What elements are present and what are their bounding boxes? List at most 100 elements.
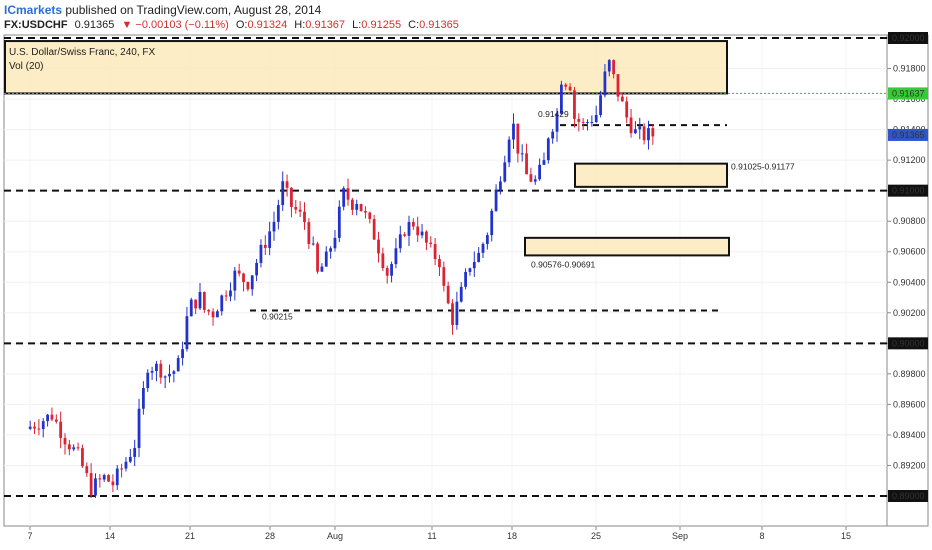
level-price-label: 0.91000 [892,186,925,196]
zone-label: 0.91025-0.91177 [731,162,795,172]
close-label: C: [408,19,420,31]
candle-body [573,90,576,119]
candle-body [290,187,293,207]
x-tick-label: 7 [27,531,32,541]
open-label: O: [235,19,248,31]
candle-body [54,419,58,422]
x-tick-label: 21 [185,531,195,541]
candle-body [516,123,520,154]
candle-body [333,237,337,249]
candle-body [150,371,154,373]
volume-indicator-label[interactable]: Vol (20) [9,61,43,72]
candle-body [394,248,398,265]
candle-body [81,448,84,467]
x-tick-label: Aug [327,531,343,541]
chart-title: U.S. Dollar/Swiss Franc, 240, FX [9,47,155,58]
candle-body [89,473,93,496]
candle-body [359,204,363,212]
candle-body [259,244,263,263]
y-tick-label: 0.90400 [893,277,926,287]
candle-body [647,128,650,141]
zone-label: 0.90576-0.90691 [531,259,596,269]
symbol-label[interactable]: FX:USDCHF [4,19,68,31]
candle-body [638,126,642,130]
candle-body [107,475,110,482]
candle-body [207,309,211,312]
x-tick-label: 15 [841,531,851,541]
x-tick-label: Sep [672,531,688,541]
candle-body [372,219,376,240]
publish-line: ICmarkets published on TradingView.com, … [4,3,321,17]
candle-body [599,95,602,115]
candle-body [350,199,354,210]
candle-body [172,371,176,374]
candle-body [163,376,167,378]
candle-body [285,181,289,188]
candle-body [85,466,89,474]
zone-box [4,40,728,95]
zones [4,40,730,257]
level-price-badge [888,490,928,502]
candle-body [442,267,446,286]
candle-body [59,421,63,438]
candle-body [499,181,502,190]
brand-name[interactable]: ICmarkets [4,3,63,17]
plot-area[interactable] [3,34,888,527]
candle-body [298,209,302,212]
candle-body [612,60,616,75]
candle-body [477,252,481,262]
candle-body [651,128,655,137]
candle-body [525,153,528,175]
candle-body [446,285,450,304]
candle-body [98,478,102,480]
candle-body [155,363,158,372]
candle-body [481,243,485,253]
y-axis-ticks: 0.89000 0.89200 0.89400 0.89600 0.89800 0.900… [887,32,928,502]
level-price-badge [888,184,928,197]
x-tick-label: 14 [105,531,115,541]
candle-body [94,478,97,496]
candle-body [546,138,550,161]
candle-body [416,226,420,236]
candle-body [494,189,498,211]
candle-body [368,212,372,220]
candle-body [316,243,319,272]
x-tick-label: 28 [265,531,275,541]
candle-body [276,205,280,222]
low-label: L: [352,19,362,31]
candle-body [438,259,441,268]
candle-body [33,426,36,429]
low-value: 0.91255 [361,19,402,31]
candle-body [124,461,128,469]
y-tick-label: 0.89400 [893,430,926,440]
candle-body [472,261,476,269]
candle-body [320,266,324,272]
candle-body [37,428,41,430]
candle-body [216,311,219,318]
candle-body [181,349,184,359]
candle-body [346,188,350,200]
candle-body [324,251,328,267]
candle-body [455,301,459,325]
candle-body [634,129,637,134]
high-value: 0.91367 [305,19,346,31]
open-value: 0.91324 [247,19,288,31]
candle-body [403,234,407,236]
candle-body [577,118,581,122]
price-change: ▼ −0.00103 (−0.11%) [121,19,229,31]
x-tick-label: 8 [759,531,764,541]
high-label: H: [294,19,306,31]
candle-body [564,84,568,87]
candle-body [115,468,119,486]
candle-body [629,117,633,134]
price-axis[interactable] [886,34,929,527]
candle-body [520,153,524,155]
candle-body [468,268,472,272]
candle-body [377,239,380,254]
candle-body [141,388,145,409]
candle-body [198,291,202,309]
candle-body [411,222,415,227]
candle-body [485,235,489,244]
green-price-label: 0.91637 [892,88,925,98]
